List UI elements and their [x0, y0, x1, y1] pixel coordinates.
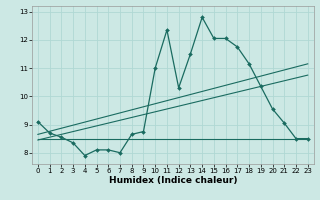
- X-axis label: Humidex (Indice chaleur): Humidex (Indice chaleur): [108, 176, 237, 185]
